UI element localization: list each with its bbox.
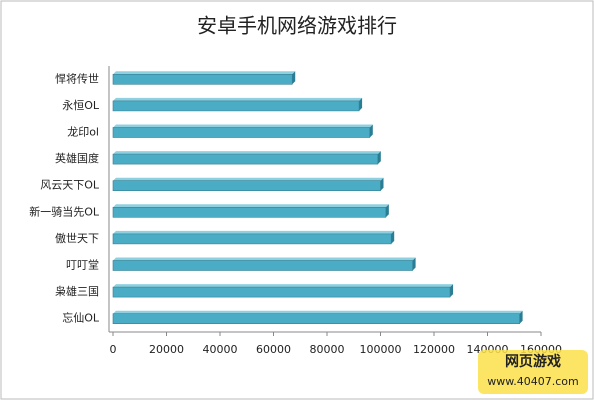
y-tick-label: 忘仙OL [62, 311, 100, 325]
y-tick-label: 风云天下OL [40, 179, 100, 192]
y-tick-label: 英雄国度 [55, 151, 99, 165]
plot: 0 20000 40000 60000 80000 100000 120000 140000 1… [29, 66, 562, 356]
bar-top [113, 257, 416, 261]
bar-top [113, 204, 389, 208]
bar [112, 313, 520, 325]
y-tick-label: 枭雄三国 [55, 284, 99, 298]
bar-side [377, 151, 381, 165]
bar [112, 207, 387, 218]
bar [112, 180, 381, 191]
bar-top [113, 71, 296, 75]
x-tick-label: 80000 [310, 343, 345, 356]
y-tick-label: 傲世天下 [55, 231, 99, 245]
bar [112, 153, 379, 165]
y-tick-label: 新一骑当先OL [29, 204, 100, 218]
y-tick-label: 叮叮堂 [66, 259, 99, 272]
bar [112, 127, 371, 138]
x-tick-label: 120000 [413, 343, 455, 356]
x-tick-label: 60000 [256, 343, 291, 356]
bar-top [113, 177, 384, 181]
y-tick-label: 永恒OL [62, 98, 100, 112]
bar [112, 233, 392, 245]
bar-side [391, 230, 395, 244]
bar-top [113, 284, 454, 288]
bar [112, 260, 413, 271]
bar-top [113, 230, 395, 234]
bar-top [113, 151, 381, 155]
watermark-badge [478, 350, 588, 394]
bar-top [113, 124, 373, 128]
bar-side [519, 310, 523, 324]
bar [112, 100, 360, 112]
x-tick-label: 20000 [149, 343, 184, 356]
x-tick-label: 0 [110, 343, 117, 356]
bar-side [369, 124, 373, 138]
x-tick-label: 100000 [360, 343, 402, 356]
watermark-url: www.40407.com [487, 375, 578, 388]
bar [112, 74, 293, 85]
bar-side [412, 257, 416, 271]
bar-side [450, 284, 454, 298]
bar-side [380, 177, 384, 191]
y-tick-label: 龙印ol [67, 126, 99, 139]
bar-top [113, 310, 523, 314]
chart-title: 安卓手机网络游戏排行 [197, 14, 397, 38]
x-tick-label: 40000 [203, 343, 238, 356]
watermark-brand: 网页游戏 [505, 353, 561, 370]
y-tick-label: 悍将传世 [55, 71, 99, 85]
bar-top [113, 97, 363, 101]
bar-side [292, 71, 296, 85]
bar-side [359, 97, 363, 111]
bar-side [385, 204, 389, 218]
bar [112, 286, 451, 298]
